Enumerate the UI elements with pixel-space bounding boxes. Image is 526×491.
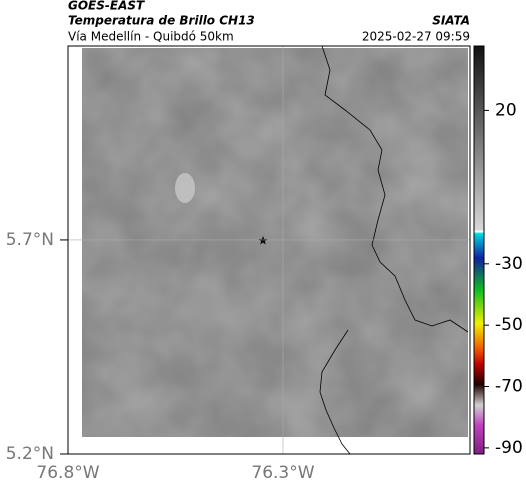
x-tick-label: 76.3°W	[251, 463, 314, 483]
colorbar-tick-label: -30	[495, 254, 523, 274]
map-panel: ★	[67, 45, 471, 455]
satellite-texture	[82, 48, 468, 437]
colorbar	[473, 45, 485, 455]
agency: GOES-EAST	[68, 0, 145, 13]
cloud	[175, 173, 195, 203]
subtitle: Vía Medellín - Quibdó 50km	[68, 30, 234, 44]
title: Temperatura de Brillo CH13	[68, 14, 255, 28]
timestamp: 2025-02-27 09:59	[362, 30, 470, 44]
border	[321, 45, 469, 333]
y-tick-label: 5.7°N	[6, 230, 54, 250]
x-tick-label: 76.8°W	[36, 463, 99, 483]
y-tick-label: 5.2°N	[6, 444, 54, 464]
station-marker: ★	[258, 234, 269, 248]
brand: SIATA	[432, 14, 470, 28]
border	[319, 329, 351, 455]
colorbar-tick-label: -90	[495, 438, 523, 458]
map-frame	[67, 45, 471, 455]
colorbar-tick-label: -50	[495, 315, 523, 335]
colorbar-tick-label: 20	[495, 100, 517, 120]
colorbar-tick-label: -70	[495, 377, 523, 397]
